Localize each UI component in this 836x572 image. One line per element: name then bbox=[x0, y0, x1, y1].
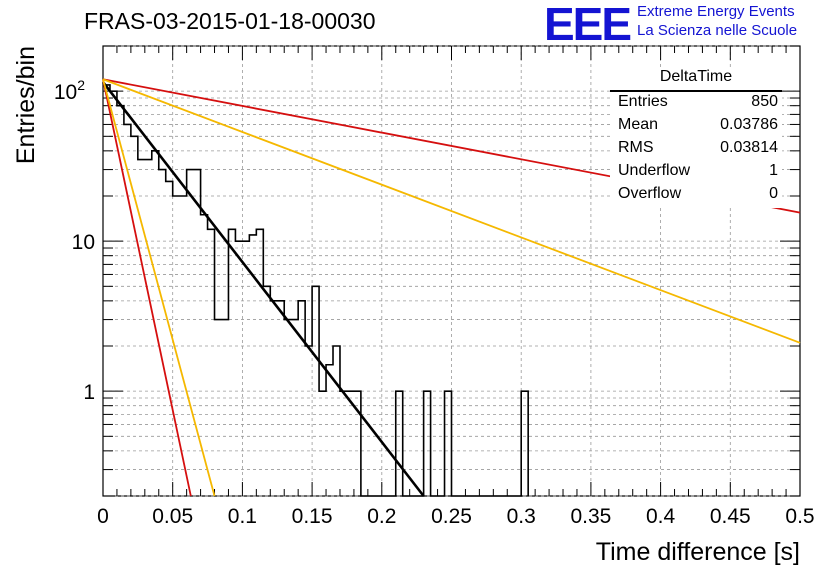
axis-ticks bbox=[102, 45, 801, 497]
histogram bbox=[103, 84, 529, 497]
fit-lines bbox=[101, 78, 801, 497]
stats-label: Underflow bbox=[618, 162, 691, 179]
x-axis-label: Time difference [s] bbox=[596, 538, 800, 566]
stats-value: 0.03814 bbox=[720, 139, 778, 156]
stats-label: Overflow bbox=[618, 185, 682, 202]
y-axis-label: Entries/bin bbox=[12, 46, 40, 164]
chart-title: FRAS-03-2015-01-18-00030 bbox=[84, 8, 376, 34]
y-tick-label: 102 bbox=[54, 77, 85, 104]
logo-mark: EEE bbox=[544, 0, 630, 44]
stats-box: DeltaTime Entries 850 Mean 0.03786 RMS 0… bbox=[610, 68, 782, 208]
logo-line-1: Extreme Energy Events bbox=[637, 3, 795, 20]
stats-label: Mean bbox=[618, 116, 659, 133]
x-tick-label: 0.1 bbox=[228, 505, 257, 528]
y-tick-label: 10 bbox=[72, 231, 95, 254]
y-tick-label: 1 bbox=[83, 381, 95, 404]
x-tick-label: 0.5 bbox=[785, 505, 814, 528]
x-tick-label: 0.05 bbox=[152, 505, 193, 528]
y-tick-labels: 1 10 102 bbox=[54, 77, 95, 404]
x-tick-label: 0.2 bbox=[367, 505, 396, 528]
stats-label: Entries bbox=[618, 93, 668, 110]
fit-line-3 bbox=[102, 78, 801, 344]
stats-box-name: DeltaTime bbox=[659, 68, 733, 85]
fit-line-4 bbox=[102, 79, 192, 497]
x-tick-label: 0 bbox=[97, 505, 109, 528]
stats-label: RMS bbox=[618, 139, 654, 156]
eee-logo: EEE bbox=[544, 0, 632, 44]
fit-line-5 bbox=[102, 79, 216, 497]
fit-line-1 bbox=[101, 81, 425, 497]
stats-value: 850 bbox=[751, 93, 778, 110]
x-tick-label: 0.25 bbox=[431, 505, 472, 528]
stats-box-divider bbox=[610, 90, 782, 92]
logo-line-2: La Scienza nelle Scuole bbox=[637, 22, 798, 39]
x-tick-label: 0.45 bbox=[710, 505, 751, 528]
x-tick-label: 0.4 bbox=[646, 505, 676, 528]
x-tick-label: 0.15 bbox=[292, 505, 333, 528]
stats-value: 0 bbox=[769, 185, 778, 202]
x-tick-label: 0.3 bbox=[507, 505, 536, 528]
x-tick-label: 0.35 bbox=[570, 505, 611, 528]
stats-value: 1 bbox=[769, 162, 778, 179]
histogram-outline bbox=[103, 84, 529, 497]
x-tick-labels: 0 0.05 0.1 0.15 0.2 0.25 0.3 0.35 0.4 0.45 0.5 bbox=[97, 505, 814, 528]
stats-value: 0.03786 bbox=[720, 116, 778, 133]
